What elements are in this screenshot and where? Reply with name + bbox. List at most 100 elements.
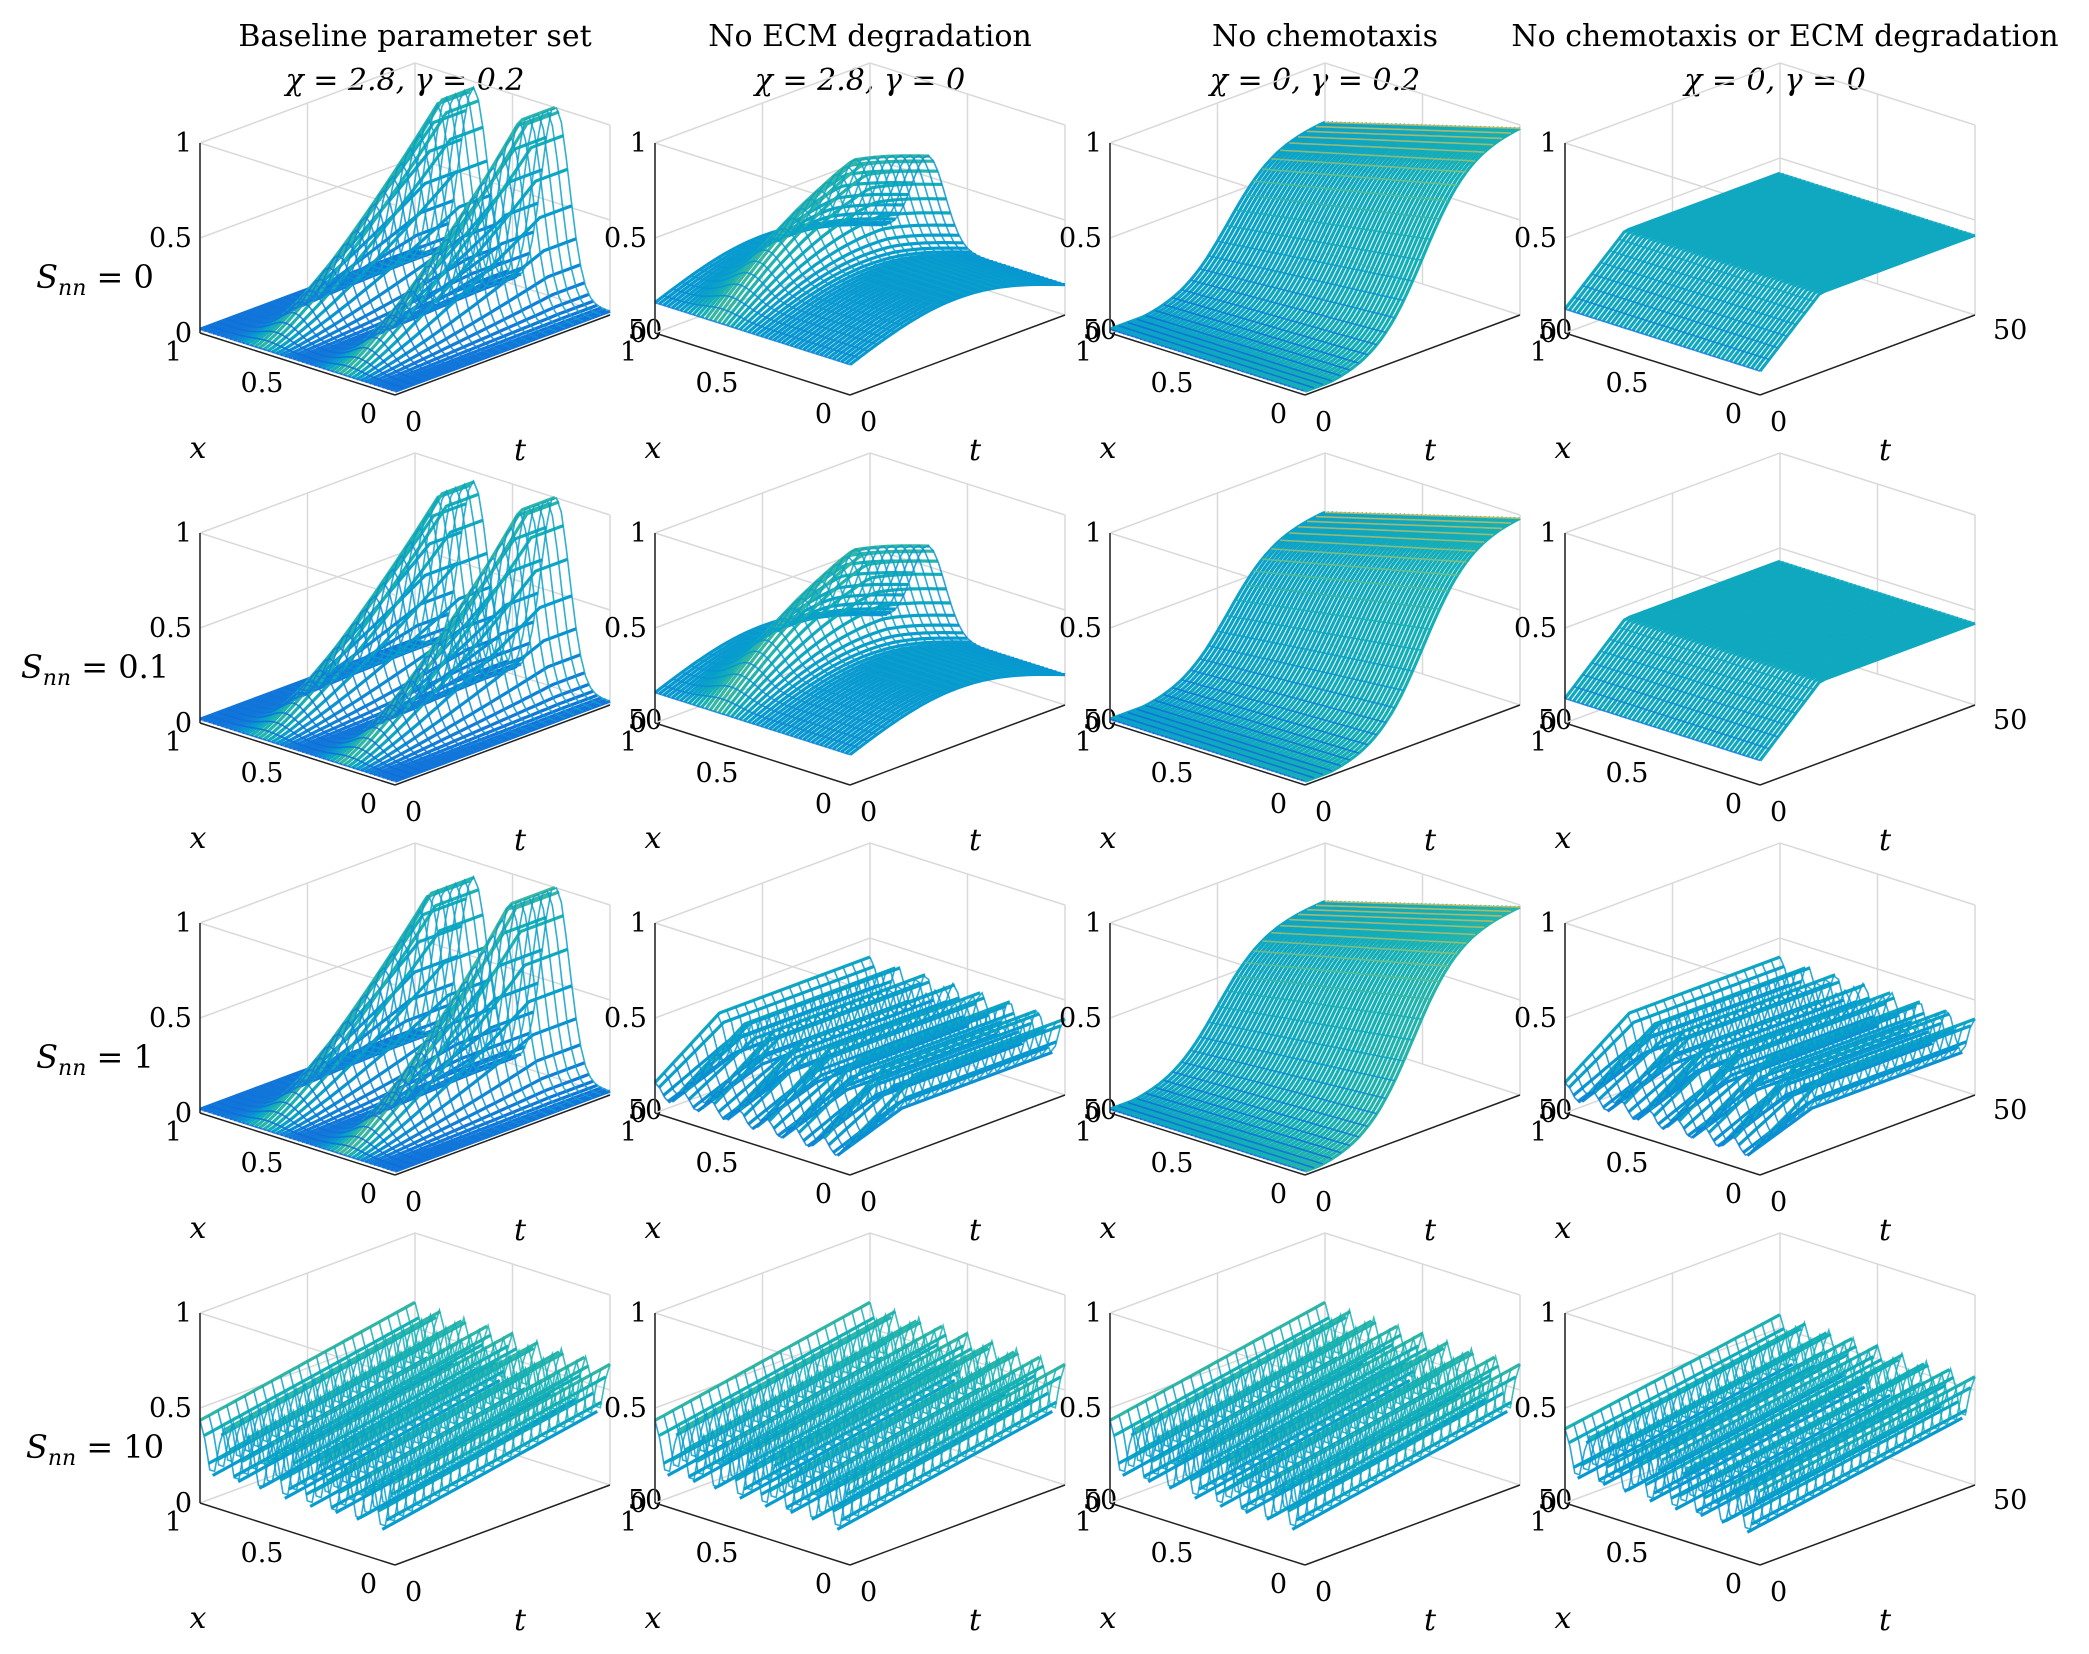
t-axis-line — [394, 1094, 611, 1176]
x-tick-label: 1 — [1530, 1117, 1547, 1148]
surface-line — [378, 497, 575, 716]
surface-line — [369, 118, 566, 329]
t-tick-label: 50 — [1993, 1095, 2027, 1126]
x-tick-label: 0 — [815, 789, 832, 820]
z-tick-label: 0.5 — [149, 1393, 192, 1424]
x-tick-label: 0.5 — [696, 758, 739, 789]
surface-line — [1298, 913, 1494, 923]
x-tick-label: 0.5 — [1151, 1538, 1194, 1569]
surface-line — [681, 281, 878, 346]
row-label-rest: = 10 — [76, 1428, 164, 1466]
surface-line — [1746, 1416, 1964, 1534]
surface-line — [836, 1409, 1054, 1531]
surface-line — [208, 1415, 405, 1522]
x-axis-line — [1564, 722, 1761, 786]
x-axis-label: x — [645, 1601, 662, 1636]
z-tick-label: 0 — [630, 708, 647, 739]
surface-line — [1199, 1036, 1395, 1082]
t-tick-label: 50 — [1083, 1485, 1117, 1516]
surface-line — [1681, 209, 1877, 273]
z-tick-label: 0 — [630, 1098, 647, 1129]
surface-line — [325, 966, 521, 1126]
surface-line — [834, 544, 1030, 676]
surface-line — [798, 548, 994, 679]
surface-line — [1298, 526, 1494, 536]
row-label-sub: nn — [48, 1446, 76, 1471]
surface-line — [1573, 296, 1770, 361]
z-tick-label: 1 — [1540, 128, 1557, 159]
surface-line — [1127, 1101, 1324, 1165]
surface-line — [1244, 194, 1440, 220]
surface-line — [1698, 1357, 1896, 1459]
t-axis-label: t — [1879, 823, 1892, 858]
surface-line — [1734, 189, 1931, 253]
x-tick-label: 1 — [620, 1117, 637, 1148]
surface-line — [1649, 1385, 1866, 1503]
surface-line — [1190, 669, 1386, 724]
x-tick-label: 0.5 — [241, 758, 284, 789]
surface-line — [780, 563, 976, 683]
surface-line — [1226, 224, 1422, 261]
x-axis-line — [654, 1502, 851, 1566]
surface-line — [1172, 687, 1368, 746]
surface-line — [717, 628, 913, 711]
x-axis-line — [1109, 332, 1306, 396]
surface-line — [836, 1050, 1053, 1157]
surface-line — [1243, 1346, 1441, 1453]
x-axis-label: x — [1100, 431, 1117, 466]
surface-line — [1564, 1428, 1761, 1531]
x-tick-label: 0 — [1725, 1569, 1742, 1600]
surface-line — [1130, 1315, 1347, 1437]
x-axis-line — [1564, 1502, 1761, 1566]
surface-line — [1648, 983, 1866, 1111]
surface-line — [352, 540, 548, 726]
t-axis-label: t — [1424, 433, 1437, 468]
z-tick-label: 0 — [175, 1488, 192, 1519]
surface-line — [306, 1361, 504, 1468]
surface-line — [1627, 229, 1823, 293]
surface-line — [1627, 617, 1823, 681]
surface-line — [833, 1321, 1030, 1429]
surface-line — [705, 1320, 922, 1442]
surface-line — [280, 1032, 476, 1142]
z-tick-label: 0.5 — [1514, 1393, 1557, 1424]
surface-line — [1600, 1409, 1797, 1512]
surface-line — [1297, 1316, 1494, 1424]
x-tick-label: 0 — [360, 1179, 377, 1210]
row-label-rest: = 1 — [86, 1038, 154, 1076]
surface-line — [220, 1315, 437, 1437]
surface-line — [1779, 1314, 1976, 1416]
surface-line — [690, 271, 887, 339]
surface-line — [1680, 1366, 1878, 1469]
surface-line — [253, 1390, 450, 1498]
row-label-main: S — [21, 648, 43, 686]
column-title: No chemotaxis or ECM degradation — [1511, 19, 2058, 54]
surface-line — [1289, 142, 1485, 153]
surface-line — [199, 1420, 396, 1527]
grid-line — [1109, 1232, 1521, 1314]
grid-line — [1564, 937, 1976, 1019]
surface-line — [807, 546, 1003, 678]
surface-line — [869, 544, 1066, 676]
surface-line — [1699, 590, 1895, 655]
t-tick-label: 0 — [860, 1187, 877, 1218]
surface-line — [1190, 279, 1386, 334]
surface-line — [663, 295, 860, 359]
x-axis-line — [1109, 1112, 1306, 1176]
surface-line — [654, 1420, 851, 1527]
z-tick-label: 1 — [630, 128, 647, 159]
surface-line — [708, 639, 905, 717]
surface-line — [1770, 563, 1967, 628]
surface-line — [1609, 638, 1806, 703]
grid-line — [199, 1232, 611, 1314]
surface-line — [743, 1371, 941, 1478]
grid-line — [199, 547, 611, 629]
surface-line — [1726, 580, 1922, 645]
grid-line — [1564, 922, 1761, 986]
t-axis-line — [1759, 704, 1976, 786]
surface-line — [307, 608, 503, 742]
surface-line — [672, 678, 869, 742]
